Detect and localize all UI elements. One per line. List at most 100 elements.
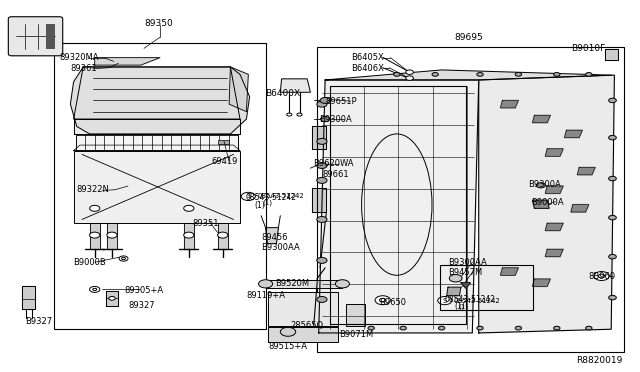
Bar: [218, 140, 229, 144]
Polygon shape: [22, 286, 35, 309]
Polygon shape: [545, 186, 563, 193]
Circle shape: [287, 113, 292, 116]
Circle shape: [477, 73, 483, 76]
Text: 08543-51242: 08543-51242: [453, 298, 500, 304]
Text: B9300AA: B9300AA: [261, 243, 300, 252]
Polygon shape: [532, 200, 549, 208]
Polygon shape: [564, 130, 582, 138]
Bar: [317, 46, 624, 352]
Circle shape: [119, 256, 128, 261]
Circle shape: [432, 73, 438, 76]
Text: B9300A: B9300A: [528, 180, 561, 189]
Polygon shape: [447, 287, 461, 296]
Text: 08543-51242: 08543-51242: [445, 295, 496, 304]
Circle shape: [515, 73, 522, 76]
Text: (1): (1): [454, 302, 465, 311]
Text: 89351: 89351: [192, 219, 218, 228]
Circle shape: [438, 296, 452, 305]
Circle shape: [400, 326, 406, 330]
Circle shape: [90, 205, 100, 211]
Circle shape: [586, 326, 592, 330]
Circle shape: [609, 295, 616, 300]
Polygon shape: [319, 80, 479, 333]
Polygon shape: [532, 115, 550, 123]
Polygon shape: [95, 58, 160, 65]
Circle shape: [317, 163, 327, 169]
Text: B9300A: B9300A: [319, 115, 351, 124]
Polygon shape: [545, 223, 563, 231]
Text: B6406X: B6406X: [351, 64, 383, 73]
Polygon shape: [500, 100, 518, 108]
Text: 28565Q: 28565Q: [290, 321, 323, 330]
Bar: [54, 43, 266, 329]
Text: 69419: 69419: [211, 157, 237, 166]
Circle shape: [586, 73, 592, 76]
Polygon shape: [280, 79, 310, 92]
Polygon shape: [325, 70, 611, 80]
Text: 89305+A: 89305+A: [125, 286, 164, 295]
Text: 89327: 89327: [128, 301, 155, 310]
Bar: [76, 135, 238, 150]
Polygon shape: [106, 291, 118, 306]
Circle shape: [406, 76, 413, 80]
Polygon shape: [500, 268, 518, 275]
Circle shape: [320, 97, 330, 103]
Polygon shape: [266, 228, 278, 244]
Circle shape: [609, 135, 616, 140]
Polygon shape: [545, 149, 563, 156]
Text: 08543-51242: 08543-51242: [245, 193, 296, 202]
Circle shape: [317, 138, 327, 144]
Circle shape: [449, 275, 462, 282]
Circle shape: [477, 326, 483, 330]
Text: 8B960: 8B960: [589, 272, 616, 280]
Polygon shape: [74, 119, 240, 134]
Text: 89515+A: 89515+A: [269, 342, 308, 351]
Circle shape: [317, 101, 327, 107]
Circle shape: [90, 232, 100, 238]
Text: 89456: 89456: [261, 233, 287, 242]
Circle shape: [259, 280, 273, 288]
Polygon shape: [107, 223, 117, 249]
Circle shape: [321, 116, 330, 122]
Circle shape: [317, 177, 327, 183]
Bar: [440, 265, 533, 310]
Text: S: S: [246, 193, 250, 199]
Text: 89322N: 89322N: [77, 185, 109, 194]
Polygon shape: [90, 223, 100, 249]
Circle shape: [554, 326, 560, 330]
Circle shape: [218, 232, 228, 238]
Polygon shape: [571, 205, 589, 212]
Circle shape: [609, 98, 616, 103]
Text: 89350: 89350: [144, 19, 173, 28]
Text: R8820019: R8820019: [576, 356, 622, 365]
Polygon shape: [532, 279, 550, 286]
Text: (1): (1): [458, 304, 468, 310]
Circle shape: [184, 205, 194, 211]
Polygon shape: [218, 223, 228, 249]
Text: B6400X: B6400X: [266, 89, 301, 97]
Circle shape: [107, 232, 117, 238]
Circle shape: [394, 73, 400, 76]
Text: B9000B: B9000B: [74, 258, 106, 267]
Bar: [268, 327, 338, 342]
Bar: [46, 24, 55, 49]
Circle shape: [280, 327, 296, 336]
Text: 89320MA: 89320MA: [59, 53, 99, 62]
Circle shape: [609, 176, 616, 181]
Polygon shape: [545, 249, 563, 257]
Circle shape: [368, 326, 374, 330]
Polygon shape: [312, 126, 326, 149]
Circle shape: [380, 298, 386, 302]
Circle shape: [93, 288, 97, 291]
Circle shape: [317, 296, 327, 302]
Circle shape: [375, 296, 390, 305]
Polygon shape: [312, 188, 326, 212]
Polygon shape: [577, 167, 595, 175]
FancyBboxPatch shape: [8, 17, 63, 56]
Text: B9010F: B9010F: [572, 44, 606, 53]
Text: B9071M: B9071M: [339, 330, 374, 339]
Circle shape: [90, 286, 100, 292]
Text: 89119+A: 89119+A: [246, 291, 285, 300]
Text: B9520M: B9520M: [275, 279, 309, 288]
Polygon shape: [74, 67, 240, 119]
